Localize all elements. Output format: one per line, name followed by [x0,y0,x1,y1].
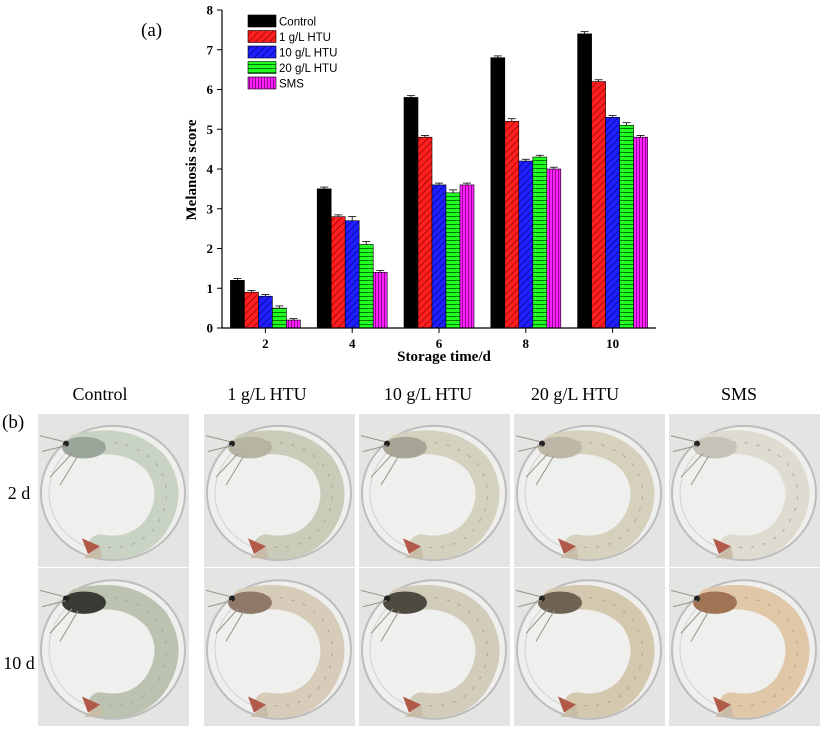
bar [344,220,360,329]
bar [316,188,332,329]
y-tick-label: 6 [207,82,214,97]
x-tick-label: 4 [349,336,356,351]
y-tick-label: 0 [207,321,214,336]
bar [258,295,273,329]
bar [358,244,374,329]
bar [230,279,245,329]
bar [403,97,419,329]
bar [619,124,634,329]
legend-swatch [247,45,277,59]
shrimp-photo [359,414,510,567]
bar [633,136,648,329]
bar [591,81,606,329]
legend-label: 20 g/L HTU [279,63,337,75]
panel-b-label: (b) [2,412,25,433]
x-axis-label: Storage time/d [397,349,491,365]
y-tick-label: 2 [207,241,214,256]
bar [577,33,592,329]
y-tick-label: 7 [207,42,214,57]
bar [504,121,520,329]
legend-swatch [247,30,277,43]
shrimp-photo [204,414,355,567]
photo-column-header: 1 g/L HTU [227,384,307,404]
photo-column-header: 10 g/L HTU [383,384,473,404]
x-tick-label: 8 [523,336,530,351]
x-tick-label: 2 [262,336,269,351]
photo-column-header: 20 g/L HTU [530,384,620,404]
bar [605,117,620,329]
bar [546,168,562,329]
x-tick-label: 6 [436,336,443,351]
bar [286,319,301,329]
shrimp-photo [514,568,665,726]
x-tick-label: 10 [606,336,619,351]
bar [459,184,475,329]
photo-row-label: 2 d [7,483,31,503]
shrimp-photo [669,568,820,726]
bar [518,160,534,329]
bar [445,192,461,329]
shrimp-photo [514,414,665,567]
y-axis-label: Melanosis score [184,119,200,220]
legend-label: 1 g/L HTU [279,32,331,44]
panel-a-label: (a) [141,20,163,41]
photo-column-header: SMS [720,384,758,404]
legend-swatch [247,14,277,28]
bar [431,184,447,329]
photo-row-label: 10 d [3,653,35,673]
y-tick-label: 5 [207,122,214,137]
bar [244,291,259,329]
y-tick-label: 1 [207,281,214,296]
bar [372,272,388,329]
shrimp-photo [204,568,355,726]
shrimp-photo [38,414,189,567]
legend-label: Control [279,17,316,29]
y-tick-label: 3 [207,201,214,216]
legend-swatch [247,76,277,90]
legend-swatch [247,61,277,74]
legend-label: SMS [279,79,304,91]
bar [330,216,346,329]
bar [417,136,433,329]
shrimp-photo [38,568,189,726]
legend-label: 10 g/L HTU [279,48,337,60]
photo-column-header: Control [72,384,128,404]
bar [272,307,287,329]
y-tick-label: 8 [207,3,214,18]
melanosis-bar-chart: 0 1 2 3 4 5 6 7 8 2 4 6 8 10 Storage time/d Melanosis s… [184,3,656,365]
y-tick-label: 4 [207,162,214,177]
shrimp-photo [669,414,820,567]
shrimp-photo [359,568,510,726]
bar [532,156,548,329]
bar [490,57,506,329]
